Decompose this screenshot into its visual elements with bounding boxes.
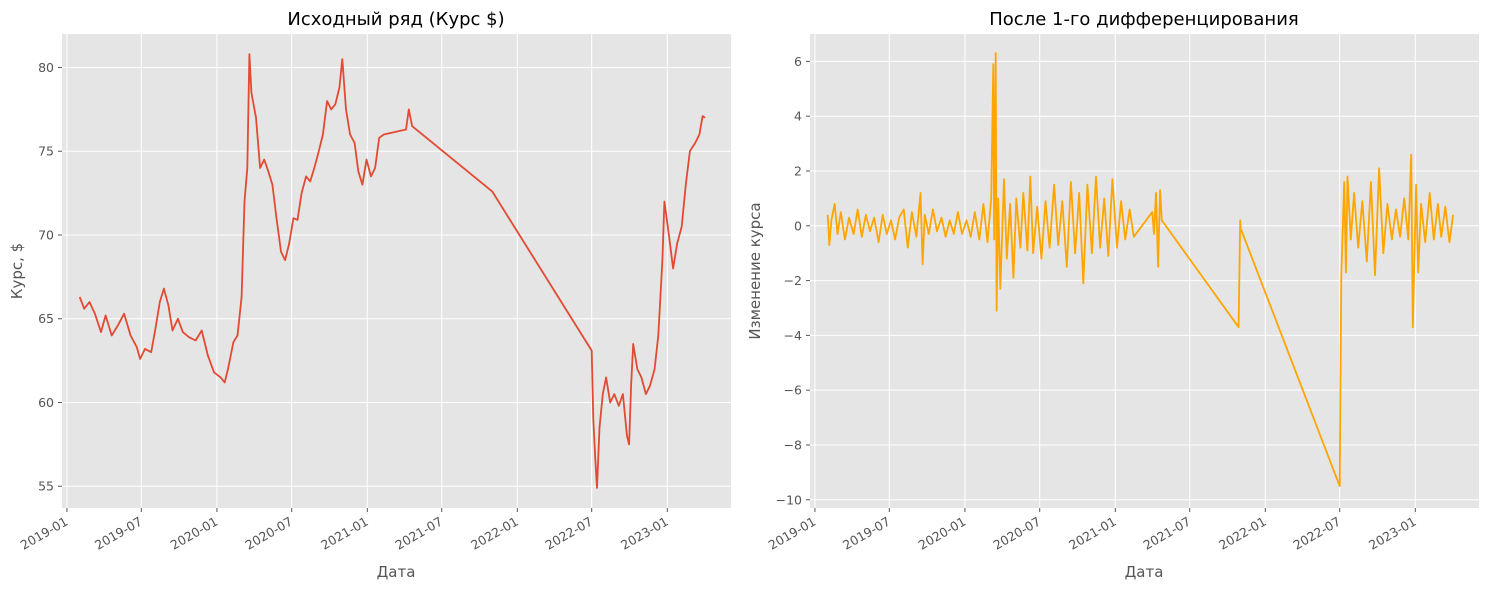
x-tick-label: 2022-01 bbox=[468, 514, 521, 553]
y-tick-label: 60 bbox=[38, 395, 54, 410]
x-tick-label: 2019-07 bbox=[92, 514, 145, 553]
plot-area-left bbox=[62, 34, 731, 508]
x-tick-label: 2021-01 bbox=[318, 514, 371, 553]
x-tick-label: 2019-07 bbox=[840, 514, 893, 553]
x-axis-label-left: Дата bbox=[377, 563, 416, 581]
x-tick-label: 2022-07 bbox=[542, 514, 595, 553]
y-tick-label: 2 bbox=[794, 163, 802, 178]
x-tick-label: 2021-07 bbox=[392, 514, 445, 553]
series-line-left bbox=[78, 53, 706, 489]
y-tick-label: 80 bbox=[38, 60, 54, 75]
y-tick-label: −4 bbox=[784, 328, 802, 343]
plot-area-right bbox=[810, 34, 1479, 508]
y-tick-label: −2 bbox=[784, 273, 802, 288]
chart-left: 2019-01 2019-07 2020-01 2020-07 2021-01 2021-… bbox=[8, 9, 731, 581]
y-tick-label: 65 bbox=[38, 311, 54, 326]
y-tick-labels-right: −10 −8 −6 −4 −2 0 2 4 6 bbox=[776, 54, 802, 507]
x-tick-label: 2022-01 bbox=[1216, 514, 1269, 553]
y-tick-label: 0 bbox=[794, 218, 802, 233]
chart-title-right: После 1-го дифференцирования bbox=[989, 9, 1298, 30]
x-tick-label: 2021-01 bbox=[1066, 514, 1119, 553]
x-tick-labels-left: 2019-01 2019-07 2020-01 2020-07 2021-01 2021-… bbox=[18, 514, 671, 553]
x-axis-label-right: Дата bbox=[1125, 563, 1164, 581]
x-tick-label: 2020-01 bbox=[916, 514, 969, 553]
y-tick-label: 6 bbox=[794, 54, 802, 69]
y-tick-label: −10 bbox=[776, 492, 802, 507]
x-tick-label: 2021-07 bbox=[1140, 514, 1193, 553]
grid-left bbox=[58, 34, 731, 512]
x-tick-labels-right: 2019-01 2019-07 2020-01 2020-07 2021-01 2021-… bbox=[766, 514, 1419, 553]
x-tick-label: 2019-01 bbox=[766, 514, 819, 553]
y-tick-label: 75 bbox=[38, 144, 54, 159]
x-tick-label: 2023-01 bbox=[618, 514, 671, 553]
x-tick-label: 2020-07 bbox=[242, 514, 295, 553]
y-tick-labels-left: 55 60 65 70 75 80 bbox=[38, 60, 54, 494]
x-tick-label: 2023-01 bbox=[1366, 514, 1419, 553]
y-tick-label: 70 bbox=[38, 227, 54, 242]
chart-right: 2019-01 2019-07 2020-01 2020-07 2021-01 2021-… bbox=[746, 9, 1479, 581]
x-tick-label: 2020-01 bbox=[168, 514, 221, 553]
y-tick-label: −6 bbox=[784, 383, 802, 398]
x-tick-label: 2022-07 bbox=[1290, 514, 1343, 553]
y-tick-label: 55 bbox=[38, 479, 54, 494]
series-line-right bbox=[826, 52, 1454, 487]
x-tick-label: 2019-01 bbox=[18, 514, 71, 553]
y-tick-label: 4 bbox=[794, 109, 802, 124]
chart-title-left: Исходный ряд (Курс $) bbox=[287, 9, 504, 30]
x-tick-label: 2020-07 bbox=[990, 514, 1043, 553]
y-axis-label-right: Изменение курса bbox=[746, 202, 764, 339]
y-tick-label: −8 bbox=[784, 437, 802, 452]
series-layer-left bbox=[78, 53, 706, 489]
series-layer-right bbox=[826, 52, 1454, 487]
y-axis-label-left: Курс, $ bbox=[8, 243, 26, 299]
